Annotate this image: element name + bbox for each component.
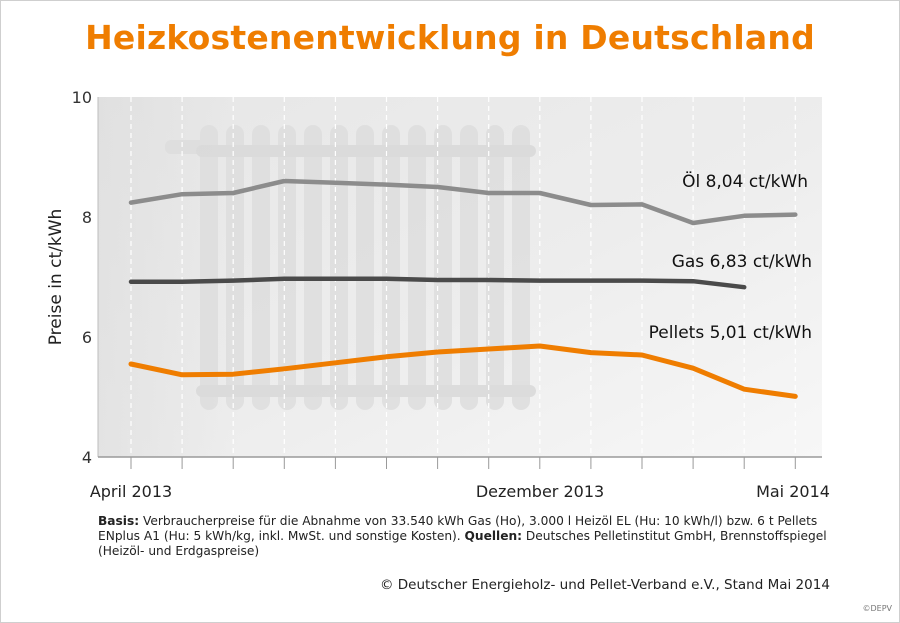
radiator-fin [226,125,244,410]
radiator-fin [512,125,530,410]
series-line-gas [128,276,747,290]
radiator-fin [252,125,270,410]
series-label-pellets: Pellets 5,01 ct/kWh [649,323,812,343]
y-axis-label: Preise in ct/kWh [46,209,66,346]
footnote: Basis: Verbraucherpreise für die Abnahme… [98,514,843,559]
y-tick-label: 10 [72,88,92,107]
radiator-fin [460,125,478,410]
footnote-sources-text: Deutsches Pelletinstitut GmbH, Brennstof… [98,529,827,558]
series-lines [128,178,798,399]
x-tick-label: April 2013 [90,482,172,501]
line-chart: 10 8 6 4 Preise in ct/kWh April 2013 Dez… [46,88,830,501]
radiator-fin [486,125,504,410]
radiator-pipe [165,140,205,154]
series-label-gas: Gas 6,83 ct/kWh [672,252,812,272]
x-tick-label: Mai 2014 [756,482,830,501]
x-axis-ticks [130,457,796,469]
radiator-fin [200,125,218,410]
radiator-fin [434,125,452,410]
y-tick-label: 8 [82,208,92,227]
radiator-fin [330,125,348,410]
x-tick-label: Dezember 2013 [476,482,604,501]
series-line-l [128,178,798,226]
radiator-bar-top [196,145,536,157]
depv-logo: ©DEPV [862,604,892,613]
copyright-notice: © Deutscher Energieholz- und Pellet-Verb… [380,577,830,593]
footnote-basis-label: Basis: [98,514,140,528]
radiator-fin [278,125,296,410]
series-label-oil: Öl 8,04 ct/kWh [682,170,808,192]
series-line-pellets [128,343,798,399]
footnote-sources-label: Quellen: [464,529,523,543]
radiator-fin [356,125,374,410]
radiator-illustration [165,125,536,410]
radiator-fin [304,125,322,410]
radiator-fin [382,125,400,410]
chart-title: Heizkostenentwicklung in Deutschland [85,18,815,57]
radiator-bar-bottom [196,385,536,397]
y-tick-label: 6 [82,328,92,347]
radiator-fin [408,125,426,410]
footnote-basis-text: Verbraucherpreise für die Abnahme von 33… [98,514,818,543]
y-tick-label: 4 [82,448,92,467]
